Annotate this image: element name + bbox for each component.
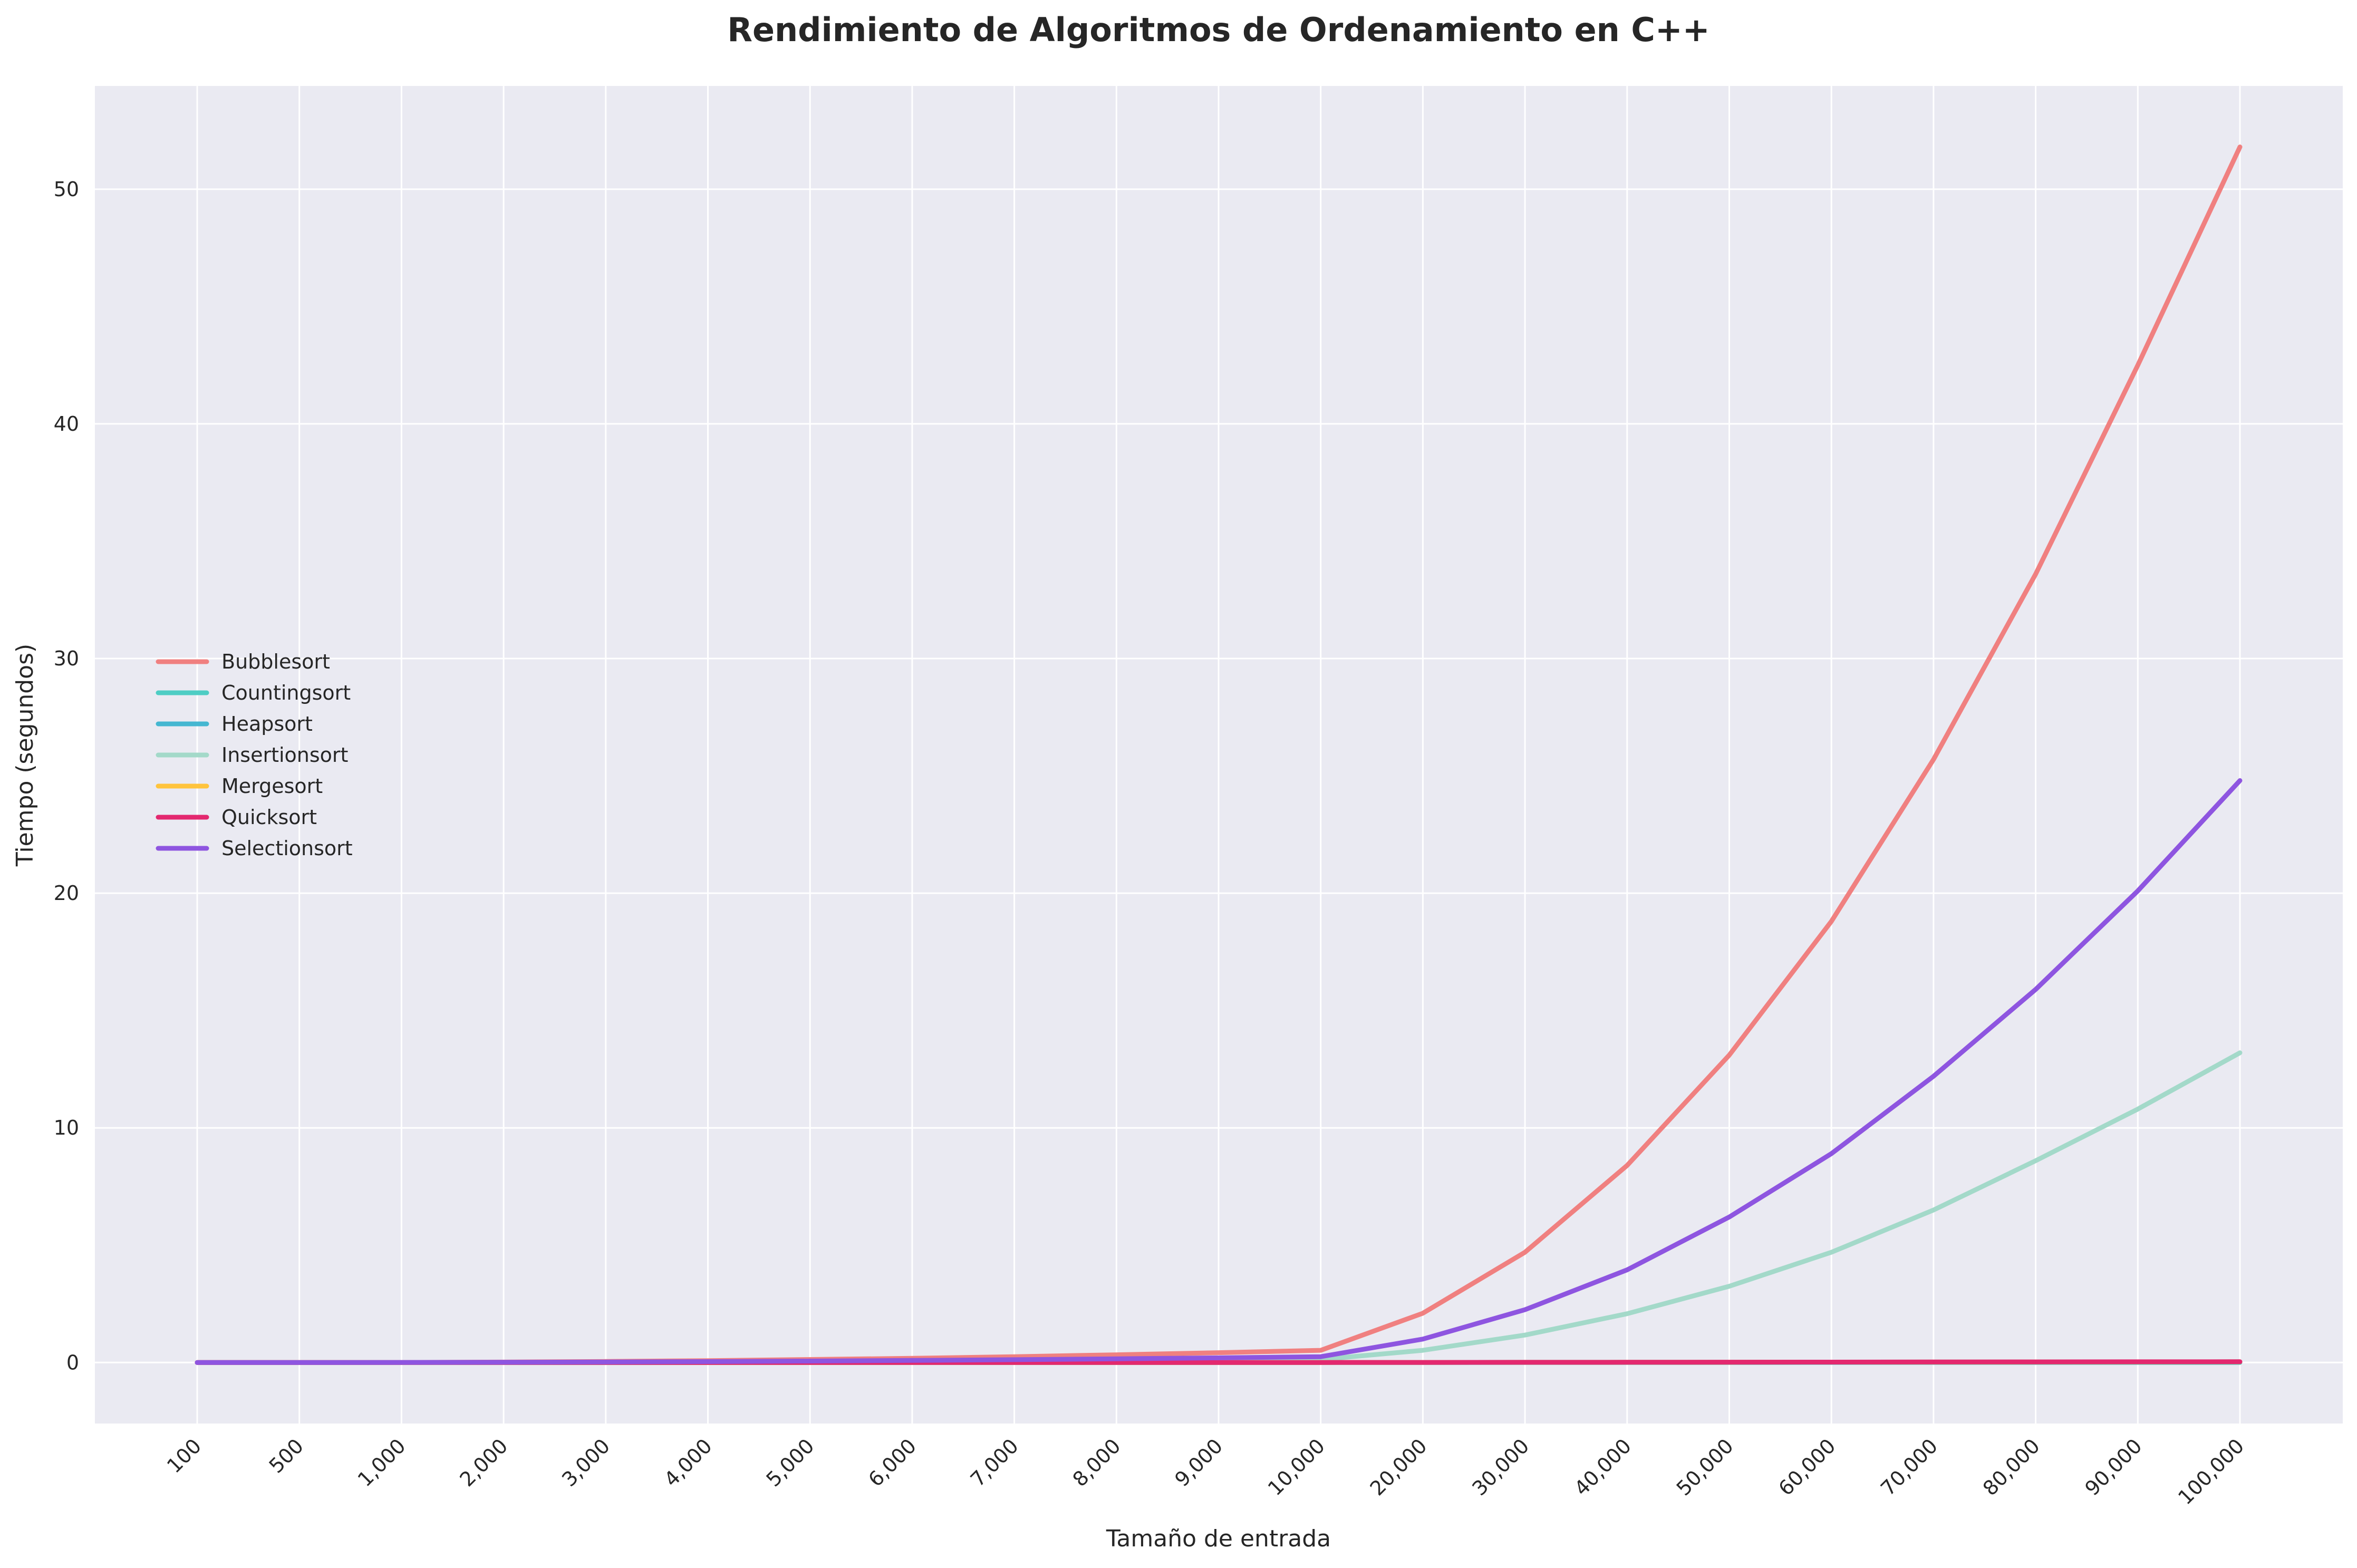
legend-label-mergesort: Mergesort (221, 775, 323, 798)
legend-label-heapsort: Heapsort (221, 712, 313, 735)
x-axis-label: Tamaño de entrada (1106, 1525, 1331, 1552)
legend-label-quicksort: Quicksort (221, 806, 317, 829)
y-tick-label: 10 (54, 1116, 79, 1139)
chart-title: Rendimiento de Algoritmos de Ordenamient… (727, 11, 1710, 49)
legend-label-insertionsort: Insertionsort (221, 743, 348, 767)
y-axis-label: Tiempo (segundos) (12, 644, 38, 867)
y-tick-label: 20 (54, 882, 79, 905)
y-tick-label: 30 (54, 647, 79, 670)
y-tick-label: 0 (66, 1351, 79, 1374)
legend-label-bubblesort: Bubblesort (221, 650, 330, 673)
y-tick-label: 40 (54, 412, 79, 435)
legend-label-selectionsort: Selectionsort (221, 837, 353, 860)
legend-label-countingsort: Countingsort (221, 681, 351, 704)
y-tick-label: 50 (54, 178, 79, 201)
